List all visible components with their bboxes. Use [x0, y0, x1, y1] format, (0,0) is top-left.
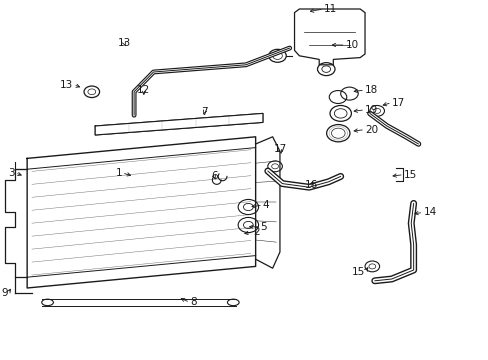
- Ellipse shape: [227, 299, 239, 306]
- Polygon shape: [294, 9, 364, 65]
- Text: 6: 6: [211, 171, 217, 181]
- Polygon shape: [95, 113, 263, 135]
- Text: 5: 5: [260, 222, 266, 232]
- Text: 8: 8: [190, 297, 196, 307]
- Text: 12: 12: [137, 85, 150, 95]
- Text: 17: 17: [391, 98, 404, 108]
- Text: 15: 15: [351, 267, 364, 277]
- Text: 9: 9: [1, 288, 8, 298]
- Ellipse shape: [41, 299, 53, 306]
- Text: 17: 17: [273, 144, 286, 154]
- Text: 19: 19: [364, 105, 378, 115]
- Text: 3: 3: [8, 168, 15, 178]
- Text: 14: 14: [423, 207, 436, 217]
- Text: 2: 2: [253, 227, 259, 237]
- Text: 13: 13: [118, 38, 131, 48]
- Text: 4: 4: [263, 200, 269, 210]
- Text: 10: 10: [345, 40, 358, 50]
- Text: 1: 1: [115, 168, 122, 178]
- Text: 16: 16: [305, 180, 318, 190]
- Text: 11: 11: [323, 4, 336, 14]
- Text: 20: 20: [364, 125, 377, 135]
- Text: 13: 13: [60, 80, 73, 90]
- Text: 15: 15: [403, 170, 416, 180]
- Text: 18: 18: [364, 85, 378, 95]
- Text: 7: 7: [201, 107, 207, 117]
